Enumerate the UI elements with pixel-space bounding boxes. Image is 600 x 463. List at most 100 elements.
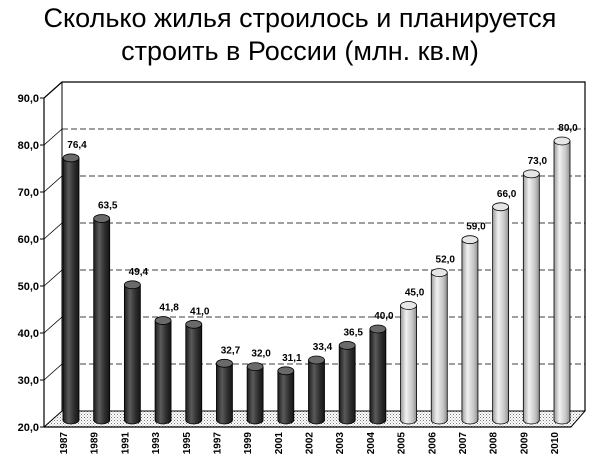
bar-body xyxy=(216,363,233,420)
bar-2008 xyxy=(492,202,510,425)
bar-body xyxy=(369,329,386,420)
data-label-1987: 76,4 xyxy=(67,140,87,151)
x-tick-label-2003: 2003 xyxy=(335,432,346,455)
x-tick-label-1999: 1999 xyxy=(243,432,254,455)
bar-2007 xyxy=(461,235,479,425)
bar-top xyxy=(246,362,264,372)
bar-2003 xyxy=(338,341,356,425)
bar-body xyxy=(185,324,202,420)
x-tick-label-2002: 2002 xyxy=(305,432,316,455)
chart-title-line2: строить в России (млн. кв.м) xyxy=(121,36,479,66)
data-label-1991: 49,4 xyxy=(129,267,149,278)
bar-1989 xyxy=(93,214,111,425)
bars xyxy=(62,136,571,425)
y-tick-label: 60,0 xyxy=(18,234,39,246)
y-tick-label: 50,0 xyxy=(18,281,39,293)
data-label-1989: 63,5 xyxy=(98,201,118,212)
bar-body xyxy=(523,173,540,420)
gridline-diag xyxy=(43,81,63,99)
bar-top xyxy=(154,316,172,325)
bar-top xyxy=(369,324,387,334)
data-label-2010: 80,0 xyxy=(558,123,578,134)
bar-body xyxy=(277,370,294,420)
bar-top xyxy=(277,366,295,376)
bar-2009 xyxy=(522,169,540,425)
bar-body xyxy=(431,272,448,420)
x-tick-label-1993: 1993 xyxy=(151,432,162,455)
x-tick-label-2010: 2010 xyxy=(550,432,561,455)
data-label-2004: 40,0 xyxy=(374,311,394,322)
data-labels: 76,4 63,5 49,4 41,8 41,0 32,7 32,0 31,1 33,4 36,5… xyxy=(67,123,578,364)
bar-top xyxy=(430,268,448,278)
bar-top xyxy=(553,136,571,146)
gridline-diag xyxy=(43,222,63,240)
bar-body xyxy=(554,141,570,420)
bar-body xyxy=(155,320,172,420)
chart-title-line1: Сколько жилья строилось и планируется xyxy=(43,3,557,33)
x-tick-label-2005: 2005 xyxy=(397,432,408,455)
data-label-1993: 41,8 xyxy=(159,303,179,314)
bar-1991 xyxy=(123,280,141,425)
x-tick-label-2008: 2008 xyxy=(489,432,500,455)
data-label-2003: 36,5 xyxy=(343,327,363,338)
bar-body xyxy=(93,218,110,420)
gridline-diag xyxy=(43,128,63,146)
y-axis-ticks: 20,0 30,0 40,0 50,0 60,0 70,0 80,0 90,0 xyxy=(18,93,44,434)
data-label-1999: 32,0 xyxy=(251,349,271,360)
bar-top xyxy=(338,341,356,350)
bar-body xyxy=(400,305,417,420)
bar-body xyxy=(308,360,325,420)
x-tick-label-2006: 2006 xyxy=(427,432,438,455)
data-label-2008: 66,0 xyxy=(497,189,517,200)
x-tick-label-2001: 2001 xyxy=(274,432,285,455)
bar-2010 xyxy=(553,136,571,425)
chart-title: Сколько жилья строилось и планируется ст… xyxy=(0,2,600,68)
data-label-1997: 32,7 xyxy=(221,345,241,356)
bar-top xyxy=(522,169,540,179)
gridline-diag xyxy=(43,269,63,287)
x-tick-label-1989: 1989 xyxy=(90,432,101,455)
bar-top xyxy=(62,153,80,163)
x-tick-label-1991: 1991 xyxy=(120,432,131,455)
data-label-2005: 45,0 xyxy=(405,288,425,299)
x-tick-label-2004: 2004 xyxy=(366,432,377,455)
bar-top xyxy=(308,355,325,365)
x-tick-label-2007: 2007 xyxy=(458,432,469,455)
bar-top xyxy=(492,202,510,212)
bar-body xyxy=(247,366,264,420)
data-label-2002: 33,4 xyxy=(313,342,333,353)
x-tick-label-1997: 1997 xyxy=(212,432,223,455)
bar-top xyxy=(123,280,141,290)
data-label-1995: 41,0 xyxy=(190,306,210,317)
bar-1997 xyxy=(216,358,233,425)
bar-body xyxy=(461,239,478,420)
bar-body xyxy=(339,345,356,420)
bar-top xyxy=(461,235,479,245)
bar-2006 xyxy=(430,268,448,425)
y-tick-label: 80,0 xyxy=(18,140,39,152)
bar-top xyxy=(400,301,417,310)
y-tick-label: 20,0 xyxy=(18,422,39,434)
x-tick-label-2009: 2009 xyxy=(519,432,530,455)
bar-2001 xyxy=(277,366,295,425)
bar-1993 xyxy=(154,316,172,425)
data-label-2007: 59,0 xyxy=(466,222,486,233)
data-label-2001: 31,1 xyxy=(282,353,302,364)
bar-2005 xyxy=(400,301,417,425)
bar-body xyxy=(63,157,79,421)
bar-top xyxy=(216,358,233,368)
bar-1999 xyxy=(246,362,264,425)
gridline-diag xyxy=(43,175,63,193)
bar-body xyxy=(124,284,141,420)
bar-top xyxy=(185,319,203,329)
bar-body xyxy=(492,206,509,420)
y-tick-label: 90,0 xyxy=(18,93,39,105)
gridline-diag xyxy=(43,316,63,334)
data-label-2009: 73,0 xyxy=(528,156,548,167)
bar-2004 xyxy=(369,324,387,425)
bar-top xyxy=(93,214,111,223)
bar-1995 xyxy=(185,319,203,425)
x-axis-labels: 1987 1989 1991 1993 1995 1997 1999 2001 2002 2003… xyxy=(59,432,561,455)
gridline-diag xyxy=(43,363,63,381)
